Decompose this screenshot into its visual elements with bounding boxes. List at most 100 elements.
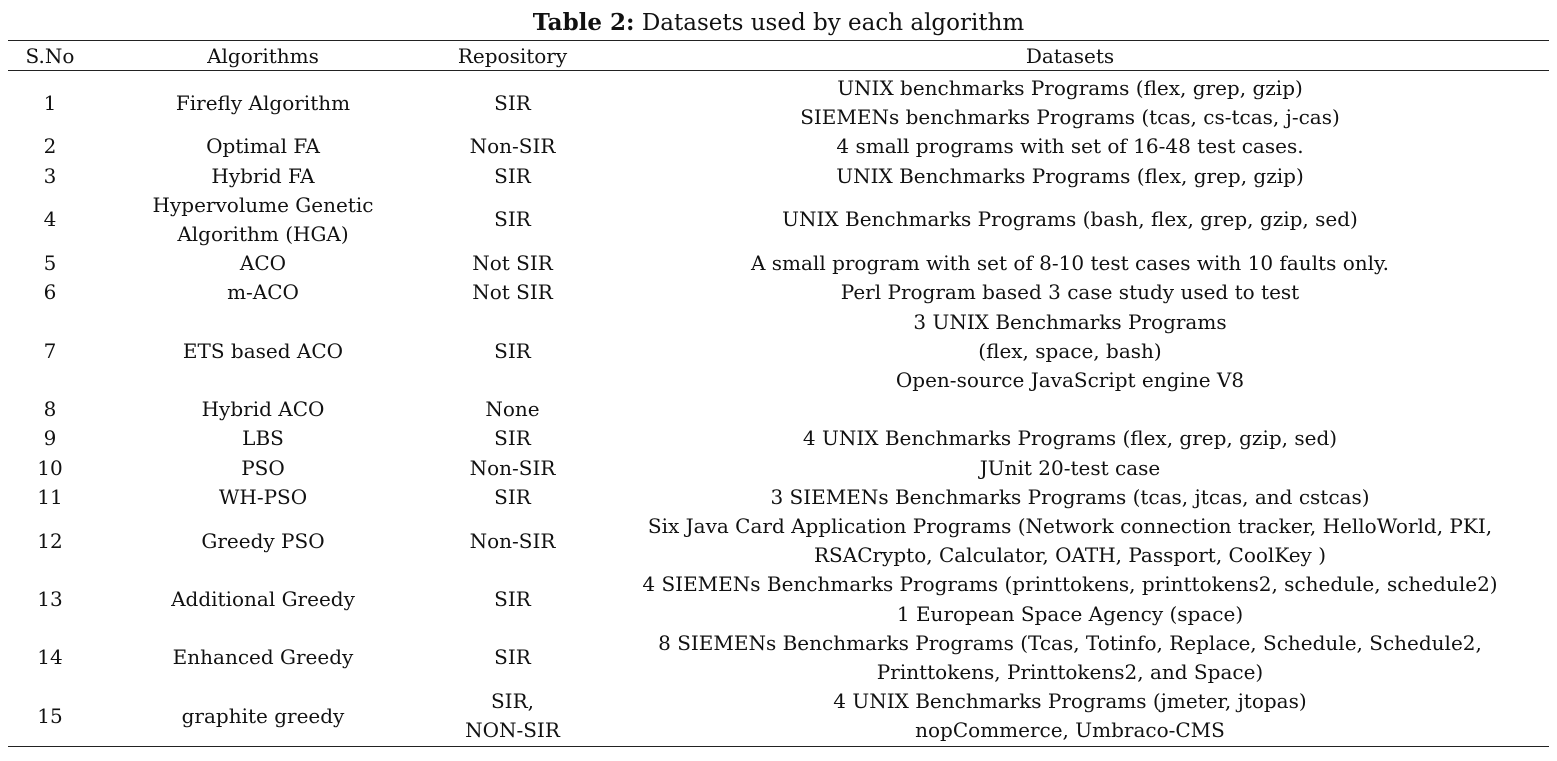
cell-sno: 4 (43, 207, 57, 232)
header-row: S.No Algorithms Repository Datasets (8, 40, 1549, 71)
cell-sno: 7 (43, 338, 57, 363)
cell-repository-line: SIR, (490, 689, 535, 714)
cell-repository-line: SIR (494, 484, 531, 509)
cell-sno: 6 (43, 280, 57, 305)
cell-datasets-line: 8 SIEMENs Benchmarks Programs (Tcas, Tot… (658, 630, 1482, 655)
cell-algorithm-line: ACO (239, 251, 287, 276)
cell-sno: 15 (37, 703, 63, 728)
table-row: 8 Hybrid ACO None (8, 395, 1549, 424)
cell-repository-line: SIR (494, 338, 531, 363)
cell-datasets-line: 3 UNIX Benchmarks Programs (913, 309, 1227, 334)
cell-repository: SIR (434, 570, 591, 628)
cell-repository: SIR (434, 71, 591, 133)
cell-datasets-line: RSACrypto, Calculator, OATH, Passport, C… (813, 543, 1327, 568)
cell-datasets: Perl Program based 3 case study used to … (591, 278, 1549, 307)
cell-sno: 14 (37, 645, 63, 670)
cell-repository: SIR (434, 424, 591, 453)
cell-sno: 1 (43, 90, 57, 115)
cell-repository: Non-SIR (434, 454, 591, 483)
cell-datasets-line: JUnit 20-test case (979, 455, 1161, 480)
cell-repository: SIR (434, 629, 591, 687)
cell-repository-line: Not SIR (472, 251, 553, 276)
cell-algorithm: Hybrid ACO (92, 395, 434, 424)
cell-algorithm-line: graphite greedy (181, 703, 345, 728)
cell-repository-line: Not SIR (472, 280, 553, 305)
cell-datasets-line: UNIX Benchmarks Programs (bash, flex, gr… (782, 207, 1358, 232)
cell-datasets-line: Open-source JavaScript engine V8 (895, 368, 1245, 393)
cell-sno: 13 (37, 587, 63, 612)
table-row: 15 graphite greedy SIR, NON-SIR 4 UNIX Bench… (8, 687, 1549, 747)
cell-datasets-line: SIEMENs benchmarks Programs (tcas, cs-tc… (800, 105, 1340, 130)
cell-datasets-line: Printtokens, Printtokens2, and Space) (876, 660, 1264, 685)
cell-datasets: A small program with set of 8-10 test ca… (591, 249, 1549, 278)
cell-repository-line: NON-SIR (465, 718, 560, 743)
cell-sno: 12 (37, 528, 63, 553)
cell-algorithm: WH-PSO (92, 483, 434, 512)
table-row: 7 ETS based ACO SIR 3 UNIX Benchmarks Progr… (8, 308, 1549, 396)
cell-datasets-line: nopCommerce, Umbraco-CMS (915, 718, 1225, 743)
cell-algorithm: Optimal FA (92, 132, 434, 161)
cell-algorithm: Additional Greedy (92, 570, 434, 628)
cell-repository: Not SIR (434, 278, 591, 307)
cell-repository-line: SIR (494, 426, 531, 451)
cell-datasets-line: 3 SIEMENs Benchmarks Programs (tcas, jtc… (770, 484, 1370, 509)
cell-repository: SIR (434, 191, 591, 249)
cell-repository: Not SIR (434, 249, 591, 278)
cell-sno: 9 (43, 426, 57, 451)
table-row: 5 ACO Not SIR A small program with set of 8… (8, 249, 1549, 278)
cell-repository: Non-SIR (434, 512, 591, 570)
table-row: 1 Firefly Algorithm SIR UNIX benchmarks Pro… (8, 71, 1549, 133)
caption-label: Table 2: (532, 9, 635, 36)
cell-datasets: 4 UNIX Benchmarks Programs (flex, grep, … (591, 424, 1549, 453)
cell-repository-line: Non-SIR (469, 455, 556, 480)
cell-algorithm: Firefly Algorithm (92, 71, 434, 133)
cell-datasets-line: (flex, space, bash) (978, 338, 1162, 363)
cell-algorithm-line: Hybrid ACO (201, 397, 325, 422)
cell-datasets-line: 4 UNIX Benchmarks Programs (flex, grep, … (802, 426, 1338, 451)
header-datasets: Datasets (1025, 43, 1115, 68)
cell-repository-line: SIR (494, 645, 531, 670)
cell-repository-line: SIR (494, 587, 531, 612)
cell-algorithm: PSO (92, 454, 434, 483)
cell-algorithm-line: Greedy PSO (201, 528, 325, 553)
cell-algorithm-line: Additional Greedy (171, 587, 355, 612)
cell-sno: 11 (37, 484, 63, 509)
cell-algorithm-line: ETS based ACO (182, 338, 344, 363)
cell-datasets-line: 4 SIEMENs Benchmarks Programs (printtoke… (642, 572, 1498, 597)
cell-datasets: Six Java Card Application Programs (Netw… (591, 512, 1549, 570)
cell-algorithm-line: Hypervolume Genetic (152, 192, 374, 217)
table-row: 2 Optimal FA Non-SIR 4 small programs with … (8, 132, 1549, 161)
cell-algorithm: ETS based ACO (92, 308, 434, 396)
cell-algorithm-line: Optimal FA (206, 134, 320, 159)
cell-algorithm-line: WH-PSO (218, 484, 308, 509)
header-sno: S.No (25, 43, 75, 68)
cell-repository-line: SIR (494, 207, 531, 232)
cell-algorithm-line: PSO (241, 455, 285, 480)
cell-datasets-line: 4 small programs with set of 16-48 test … (836, 134, 1304, 159)
cell-repository: SIR (434, 308, 591, 396)
cell-algorithm: Hybrid FA (92, 162, 434, 191)
table-row: 9 LBS SIR 4 UNIX Benchmarks Programs (flex,… (8, 424, 1549, 453)
table-row: 12 Greedy PSO Non-SIR Six Java Card Applica… (8, 512, 1549, 570)
cell-datasets: 4 SIEMENs Benchmarks Programs (printtoke… (591, 570, 1549, 628)
table-body: 1 Firefly Algorithm SIR UNIX benchmarks Pro… (8, 71, 1549, 747)
cell-datasets: 8 SIEMENs Benchmarks Programs (Tcas, Tot… (591, 629, 1549, 687)
cell-datasets: UNIX Benchmarks Programs (bash, flex, gr… (591, 191, 1549, 249)
cell-algorithm-line: Algorithm (HGA) (177, 222, 349, 247)
cell-repository-line: Non-SIR (469, 134, 556, 159)
table-row: 6 m-ACO Not SIR Perl Program based 3 case s… (8, 278, 1549, 307)
cell-algorithm-line: Firefly Algorithm (175, 90, 351, 115)
cell-datasets: 4 small programs with set of 16-48 test … (591, 132, 1549, 161)
cell-datasets: 3 UNIX Benchmarks Programs (flex, space, … (591, 308, 1549, 396)
cell-algorithm-line: Hybrid FA (211, 163, 315, 188)
table-row: 4 Hypervolume Genetic Algorithm (HGA) SIR UN… (8, 191, 1549, 249)
cell-datasets-line: 1 European Space Agency (space) (896, 601, 1244, 626)
cell-sno: 5 (43, 251, 57, 276)
cell-algorithm-line: LBS (242, 426, 284, 451)
cell-datasets: 4 UNIX Benchmarks Programs (jmeter, jtop… (591, 687, 1549, 746)
cell-datasets-line: UNIX Benchmarks Programs (flex, grep, gz… (836, 163, 1304, 188)
table-row: 3 Hybrid FA SIR UNIX Benchmarks Programs (f… (8, 162, 1549, 191)
cell-datasets: UNIX benchmarks Programs (flex, grep, gz… (591, 71, 1549, 133)
cell-sno: 10 (37, 455, 63, 480)
